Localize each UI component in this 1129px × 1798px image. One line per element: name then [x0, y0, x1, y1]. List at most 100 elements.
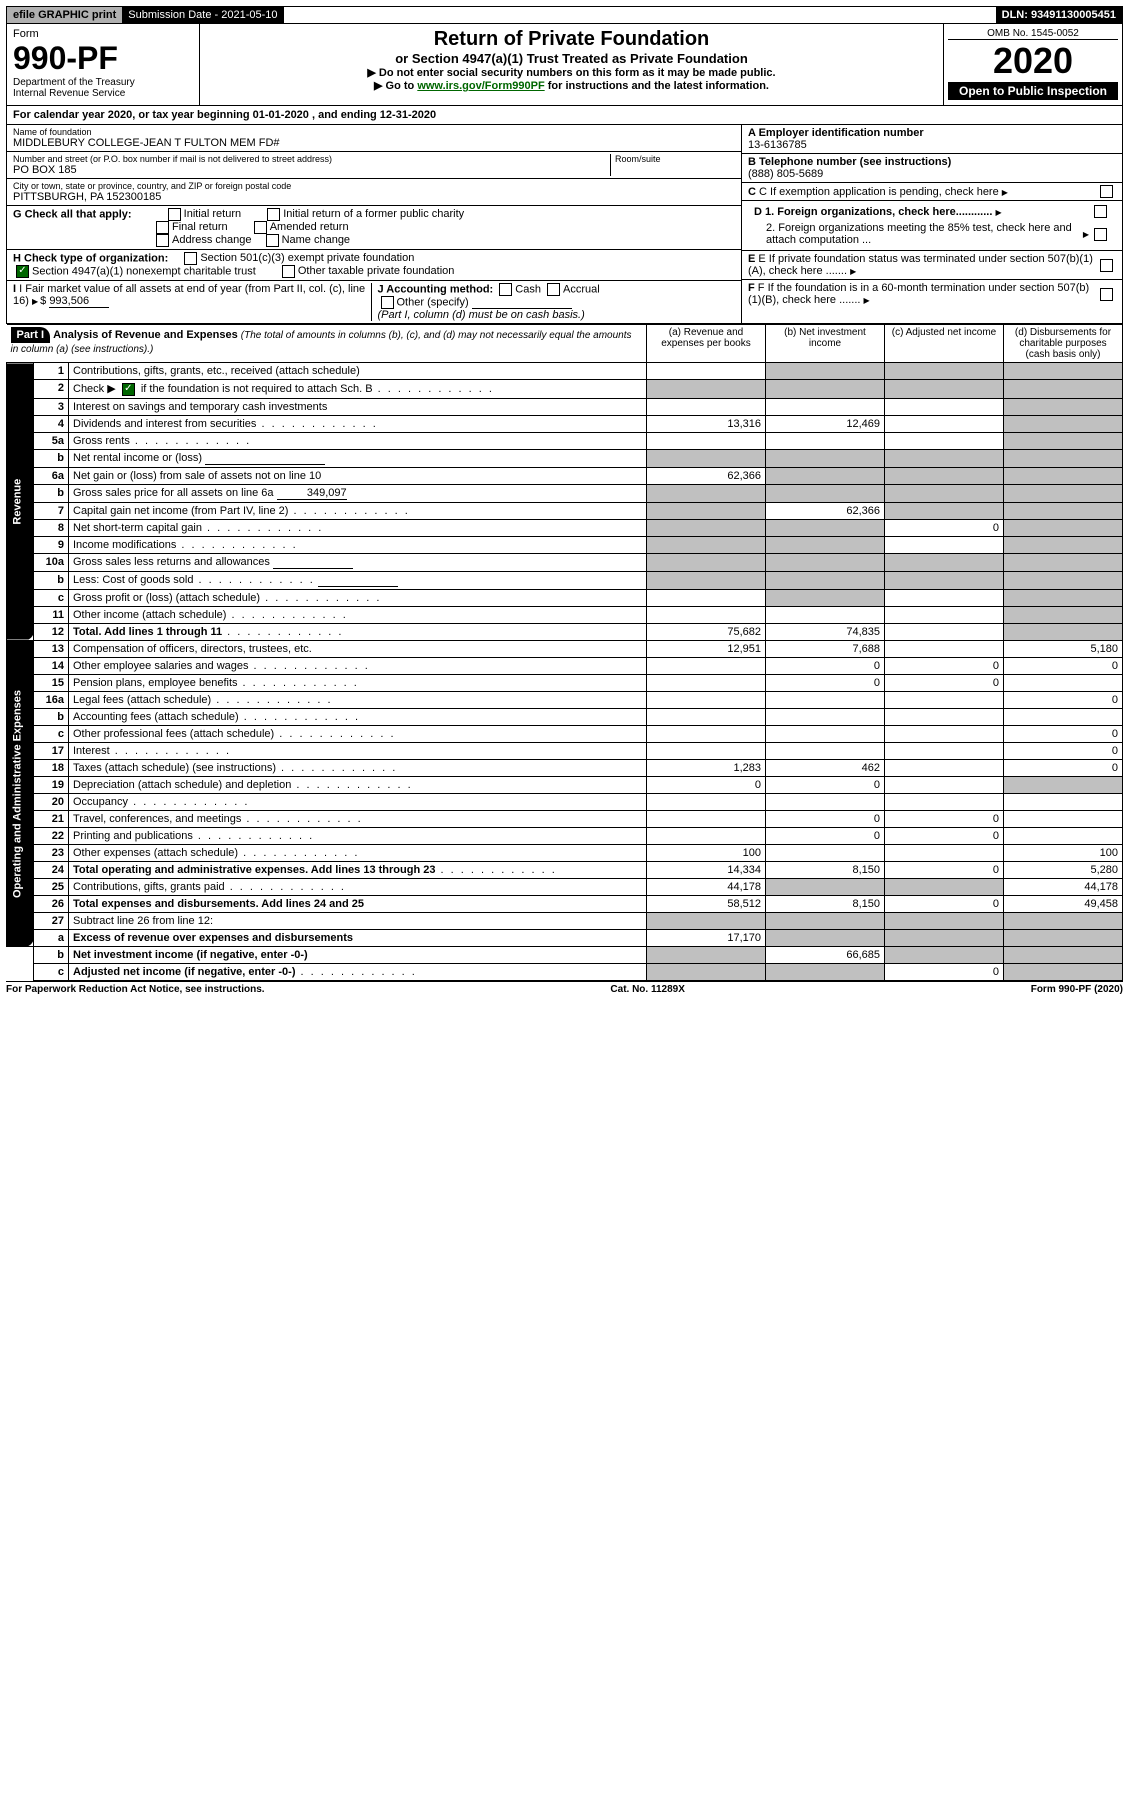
street-address: PO BOX 185 — [13, 164, 610, 176]
row16c-col-d: 0 — [1004, 726, 1123, 743]
foundation-name: MIDDLEBURY COLLEGE-JEAN T FULTON MEM FD# — [13, 137, 735, 149]
row24-col-a: 14,334 — [647, 862, 766, 879]
row8-col-c: 0 — [885, 520, 1004, 537]
row27-desc: Subtract line 26 from line 12: — [69, 913, 647, 930]
row23-col-d: 100 — [1004, 845, 1123, 862]
row2-desc: Check ▶ if the foundation is not require… — [69, 380, 647, 399]
d1-checkbox[interactable] — [1094, 205, 1107, 218]
row24-col-b: 8,150 — [766, 862, 885, 879]
e-checkbox[interactable] — [1100, 259, 1113, 272]
a-ein: 13-6136785 — [748, 139, 807, 151]
row10b-desc: Less: Cost of goods sold — [69, 572, 647, 590]
name-label: Name of foundation — [13, 127, 735, 137]
g-initial-return-checkbox[interactable] — [168, 208, 181, 221]
row27b-desc: Net investment income (if negative, ente… — [69, 947, 647, 964]
submission-date: Submission Date - 2021-05-10 — [122, 7, 283, 23]
tax-year: 2020 — [948, 40, 1118, 82]
irs-label: Internal Revenue Service — [13, 88, 193, 99]
b-label: B Telephone number (see instructions) — [748, 156, 951, 168]
row7-col-b: 62,366 — [766, 503, 885, 520]
row4-col-a: 13,316 — [647, 416, 766, 433]
j-cash-checkbox[interactable] — [499, 283, 512, 296]
g-initial-return-label: Initial return — [184, 208, 241, 220]
g-final-return-label: Final return — [172, 221, 228, 233]
city-state-zip: PITTSBURGH, PA 152300185 — [13, 191, 735, 203]
efile-label[interactable]: efile GRAPHIC print — [7, 7, 122, 23]
row4-col-b: 12,469 — [766, 416, 885, 433]
footer-cat-no: Cat. No. 11289X — [610, 984, 684, 995]
city-label: City or town, state or province, country… — [13, 181, 735, 191]
g-amended-label: Amended return — [270, 221, 349, 233]
g-addr-change-label: Address change — [172, 234, 252, 246]
row11-desc: Other income (attach schedule) — [69, 607, 647, 624]
row16a-col-d: 0 — [1004, 692, 1123, 709]
footer: For Paperwork Reduction Act Notice, see … — [6, 981, 1123, 995]
h-501c3-label: Section 501(c)(3) exempt private foundat… — [200, 252, 414, 264]
row5a-desc: Gross rents — [69, 433, 647, 450]
h-501c3-checkbox[interactable] — [184, 252, 197, 265]
row24-col-d: 5,280 — [1004, 862, 1123, 879]
revenue-side-label: Revenue — [7, 363, 34, 641]
header-note-1: ▶ Do not enter social security numbers o… — [204, 66, 939, 79]
row12-col-a: 75,682 — [647, 624, 766, 641]
d1-label: D 1. Foreign organizations, check here..… — [754, 206, 992, 218]
h-4947-checkbox[interactable] — [16, 265, 29, 278]
row9-desc: Income modifications — [69, 537, 647, 554]
row6a-col-a: 62,366 — [647, 468, 766, 485]
row16a-desc: Legal fees (attach schedule) — [69, 692, 647, 709]
row5b-desc: Net rental income or (loss) — [69, 450, 647, 468]
row19-col-a: 0 — [647, 777, 766, 794]
dept-treasury: Department of the Treasury — [13, 77, 193, 88]
row14-col-c: 0 — [885, 658, 1004, 675]
row27b-col-b: 66,685 — [766, 947, 885, 964]
row12-col-b: 74,835 — [766, 624, 885, 641]
row6a-desc: Net gain or (loss) from sale of assets n… — [69, 468, 647, 485]
row19-col-b: 0 — [766, 777, 885, 794]
a-label: A Employer identification number — [748, 127, 924, 139]
row2-schb-checkbox[interactable] — [122, 383, 135, 396]
room-label: Room/suite — [615, 154, 735, 164]
footer-form-id: Form 990-PF (2020) — [1031, 984, 1123, 995]
h-other-checkbox[interactable] — [282, 265, 295, 278]
row20-desc: Occupancy — [69, 794, 647, 811]
row13-col-d: 5,180 — [1004, 641, 1123, 658]
c-label: C If exemption application is pending, c… — [759, 186, 999, 198]
g-amended-checkbox[interactable] — [254, 221, 267, 234]
row26-col-a: 58,512 — [647, 896, 766, 913]
row4-desc: Dividends and interest from securities — [69, 416, 647, 433]
row6b-value: 349,097 — [277, 487, 347, 500]
row23-desc: Other expenses (attach schedule) — [69, 845, 647, 862]
addr-label: Number and street (or P.O. box number if… — [13, 154, 610, 164]
col-c-header: (c) Adjusted net income — [885, 325, 1004, 363]
g-final-return-checkbox[interactable] — [156, 221, 169, 234]
part1-badge: Part I — [11, 327, 51, 343]
j-other-label: Other (specify) — [397, 296, 469, 308]
g-name-change-checkbox[interactable] — [266, 234, 279, 247]
row10a-desc: Gross sales less returns and allowances — [69, 554, 647, 572]
row27a-col-a: 17,170 — [647, 930, 766, 947]
c-checkbox[interactable] — [1100, 185, 1113, 198]
row18-col-b: 462 — [766, 760, 885, 777]
form-word: Form — [13, 28, 193, 40]
f-checkbox[interactable] — [1100, 288, 1113, 301]
row12-desc: Total. Add lines 1 through 11 — [69, 624, 647, 641]
j-accrual-label: Accrual — [563, 283, 600, 295]
row27c-col-c: 0 — [885, 964, 1004, 981]
g-addr-change-checkbox[interactable] — [156, 234, 169, 247]
form990pf-link[interactable]: www.irs.gov/Form990PF — [417, 80, 544, 92]
e-label: E If private foundation status was termi… — [748, 253, 1093, 277]
h-section: H Check type of organization: Section 50… — [7, 250, 741, 281]
row14-desc: Other employee salaries and wages — [69, 658, 647, 675]
d2-checkbox[interactable] — [1094, 228, 1107, 241]
g-label: G Check all that apply: — [13, 208, 132, 220]
g-initial-former-checkbox[interactable] — [267, 208, 280, 221]
row14-col-b: 0 — [766, 658, 885, 675]
row16b-desc: Accounting fees (attach schedule) — [69, 709, 647, 726]
row26-col-b: 8,150 — [766, 896, 885, 913]
j-other-checkbox[interactable] — [381, 296, 394, 309]
row22-desc: Printing and publications — [69, 828, 647, 845]
col-b-header: (b) Net investment income — [766, 325, 885, 363]
j-accrual-checkbox[interactable] — [547, 283, 560, 296]
info-block: Name of foundation MIDDLEBURY COLLEGE-JE… — [6, 125, 1123, 324]
calendar-year-line: For calendar year 2020, or tax year begi… — [6, 106, 1123, 125]
